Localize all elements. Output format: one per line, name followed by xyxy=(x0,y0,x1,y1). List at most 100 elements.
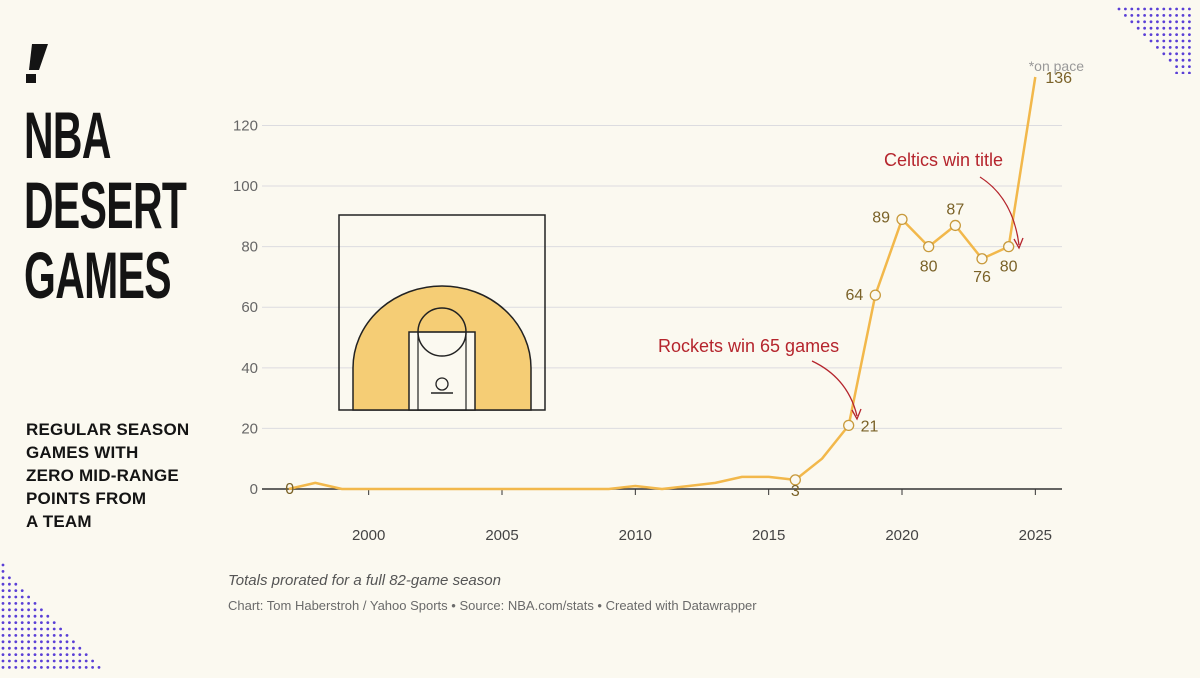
decorative-dot xyxy=(14,666,18,669)
decorative-dot xyxy=(14,659,18,663)
decorative-dot xyxy=(20,634,24,637)
on-pace-note: *on pace xyxy=(1029,58,1084,74)
decorative-dot xyxy=(1136,14,1140,17)
chart-credit: Chart: Tom Haberstroh / Yahoo Sports • S… xyxy=(228,598,757,613)
decorative-dot xyxy=(72,653,75,656)
decorative-dot xyxy=(1143,33,1146,36)
data-label: 87 xyxy=(946,201,964,218)
decorative-dot xyxy=(97,666,101,669)
annotation-label: Celtics win title xyxy=(884,150,1003,170)
decorative-dot xyxy=(1188,39,1191,43)
decorative-dot xyxy=(20,621,24,624)
decorative-dot xyxy=(1175,33,1178,36)
decorative-dot xyxy=(1,608,5,612)
decorative-dot xyxy=(20,646,24,650)
decorative-dot xyxy=(65,666,69,669)
decorative-dot xyxy=(1143,26,1146,30)
y-tick-label: 20 xyxy=(241,420,258,437)
x-tick-label: 2005 xyxy=(485,527,518,544)
decorative-dot xyxy=(33,653,37,656)
court-paint-outer xyxy=(408,331,476,411)
decorative-dot xyxy=(14,614,18,618)
decorative-dot xyxy=(1181,14,1185,17)
decorative-dot xyxy=(1162,39,1166,43)
decorative-dot xyxy=(20,627,24,631)
decorative-dot xyxy=(7,614,11,618)
decorative-dot xyxy=(1188,71,1191,74)
court-free-throw-circle xyxy=(417,307,467,357)
decorative-dot xyxy=(20,666,24,669)
decorative-dot xyxy=(46,653,50,656)
decorative-dot xyxy=(1162,26,1166,30)
decorative-dot xyxy=(1175,58,1178,62)
decorative-dot xyxy=(1149,14,1153,17)
decorative-dot xyxy=(1,659,5,663)
decorative-dot xyxy=(1181,65,1185,68)
decorative-dot xyxy=(20,653,24,656)
decorative-dot xyxy=(65,634,69,637)
annotation-arrow xyxy=(811,360,858,417)
basketball-court-icon xyxy=(338,214,546,411)
decorative-dot xyxy=(1149,7,1153,11)
decorative-dot xyxy=(1149,33,1153,36)
decorative-dot xyxy=(14,646,18,650)
data-point-marker xyxy=(976,253,988,265)
x-tick-label: 2015 xyxy=(752,527,785,544)
data-point-marker xyxy=(896,213,908,226)
decorative-dot xyxy=(1,627,5,631)
decorative-dot xyxy=(7,576,11,580)
decorative-dot xyxy=(1168,58,1172,62)
decorative-dot xyxy=(40,659,43,663)
decorative-dot xyxy=(40,640,43,644)
decorative-dot xyxy=(1156,39,1159,43)
decorative-dot xyxy=(1,614,5,618)
decorative-dot xyxy=(1168,20,1172,24)
decorative-dot xyxy=(1188,65,1191,68)
subtitle-line: GAMES WITH xyxy=(26,443,139,462)
decorative-dot xyxy=(59,659,62,663)
decorative-dot xyxy=(1188,20,1191,24)
decorative-dot xyxy=(1175,39,1178,43)
decorative-dot xyxy=(1181,39,1185,43)
decorative-dot xyxy=(1,589,5,592)
decorative-dot xyxy=(1175,7,1178,11)
decorative-dots-icon xyxy=(1117,7,1191,74)
subtitle-line: A TEAM xyxy=(26,512,92,531)
decorative-dot xyxy=(1156,7,1159,11)
decorative-dot xyxy=(33,614,37,618)
decorative-dot xyxy=(1188,26,1191,30)
decorative-dot xyxy=(1175,46,1178,49)
decorative-dot xyxy=(1124,7,1127,11)
decorative-dot xyxy=(40,627,43,631)
decorative-dot xyxy=(59,634,62,637)
decorative-dot xyxy=(78,646,82,650)
subtitle-line: POINTS FROM xyxy=(26,489,147,508)
decorative-dot xyxy=(14,634,18,637)
x-tick-label: 2025 xyxy=(1019,527,1052,544)
decorative-dot xyxy=(40,653,43,656)
decorative-dot xyxy=(1130,20,1134,24)
decorative-dot xyxy=(1181,46,1185,49)
decorative-dot xyxy=(78,653,82,656)
y-tick-label: 100 xyxy=(233,178,258,195)
data-label: 89 xyxy=(872,209,890,226)
series-line xyxy=(288,76,1037,491)
decorative-dot xyxy=(7,602,11,605)
decorative-dot xyxy=(1130,7,1134,11)
decorative-dot xyxy=(1,646,5,650)
chart-note: Totals prorated for a full 82-game seaso… xyxy=(228,572,501,589)
decorative-dot xyxy=(52,659,56,663)
decorative-dot xyxy=(1,634,5,637)
decorative-dot xyxy=(78,666,82,669)
y-tick-label: 80 xyxy=(241,239,258,256)
data-point-marker xyxy=(789,474,801,486)
annotation-arrowhead xyxy=(851,408,862,421)
decorative-dot xyxy=(7,589,11,592)
decorative-dot xyxy=(14,653,18,656)
decorative-dot xyxy=(1168,7,1172,11)
decorative-dot xyxy=(1175,52,1178,56)
decorative-dot xyxy=(59,640,62,644)
y-tick-label: 40 xyxy=(241,360,258,377)
decorative-dot xyxy=(1162,46,1166,49)
